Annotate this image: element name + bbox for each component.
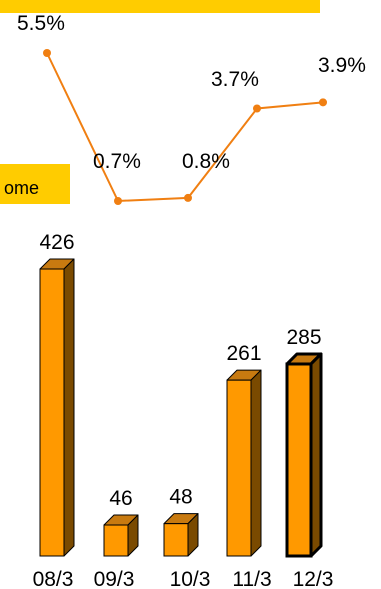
line-path bbox=[46, 52, 324, 203]
line-data-label: 0.7% bbox=[93, 150, 141, 173]
bar bbox=[103, 514, 139, 557]
legend-label: ome bbox=[4, 178, 39, 198]
bar-series: 426 46 48 261 285 bbox=[39, 231, 323, 558]
line-point bbox=[253, 104, 261, 113]
x-tick-label: 12/3 bbox=[293, 568, 334, 589]
bar-data-label: 426 bbox=[39, 231, 74, 254]
bar bbox=[163, 513, 199, 557]
x-tick-label: 08/3 bbox=[33, 568, 74, 589]
line-data-label: 0.8% bbox=[182, 150, 230, 173]
bar bbox=[285, 352, 323, 558]
bar-data-label: 46 bbox=[109, 487, 132, 510]
line-data-label: 3.7% bbox=[211, 68, 259, 91]
line-point bbox=[319, 98, 327, 107]
bar bbox=[226, 369, 262, 557]
bar-data-label: 285 bbox=[286, 326, 321, 349]
x-tick-label: 10/3 bbox=[170, 568, 211, 589]
bar-front-face bbox=[103, 524, 129, 557]
bar-front-face bbox=[285, 362, 313, 558]
bar-front-face bbox=[39, 268, 65, 557]
x-axis: 08/3 09/3 10/3 11/3 12/3 bbox=[33, 568, 334, 589]
bar-data-label: 48 bbox=[169, 486, 192, 509]
bar-side-face bbox=[250, 369, 262, 557]
line-point bbox=[43, 49, 51, 57]
legend-box bbox=[0, 164, 70, 204]
x-tick-label: 11/3 bbox=[232, 568, 271, 589]
bar bbox=[39, 258, 75, 557]
line-data-label: 5.5% bbox=[17, 12, 65, 35]
line-point bbox=[114, 197, 122, 205]
bar-front-face bbox=[226, 379, 252, 557]
legend: ome bbox=[0, 164, 70, 204]
top-band bbox=[0, 0, 320, 13]
bar-front-face bbox=[163, 523, 189, 557]
line-series: 5.5% 0.7% 0.8% 3.7% 3.9% bbox=[17, 12, 366, 205]
line-point bbox=[184, 193, 192, 202]
bar-data-label: 261 bbox=[226, 342, 261, 365]
line-data-label: 3.9% bbox=[318, 54, 366, 77]
x-tick-label: 09/3 bbox=[94, 568, 135, 589]
bar-side-face bbox=[63, 258, 75, 557]
